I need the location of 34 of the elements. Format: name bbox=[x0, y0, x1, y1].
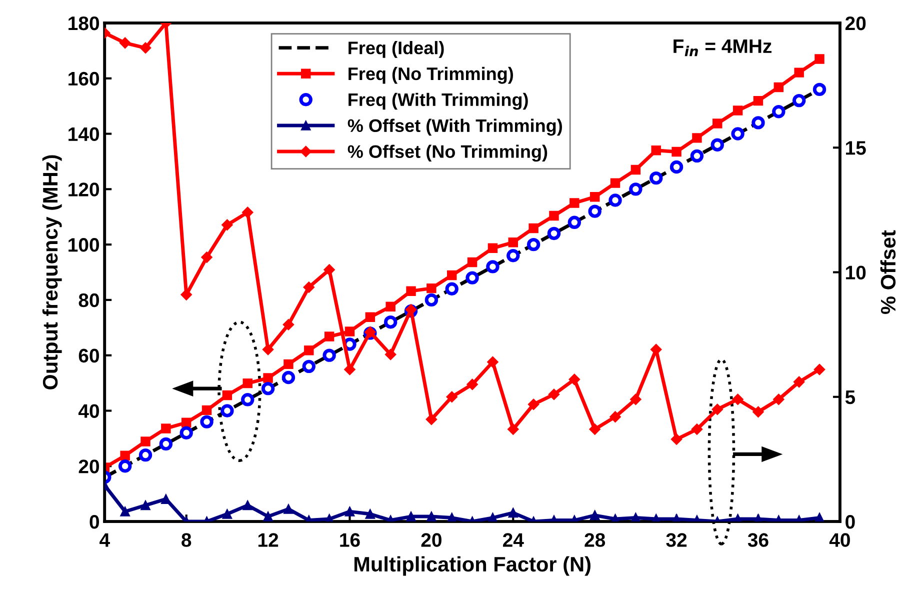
x-tick-label: 32 bbox=[666, 533, 687, 547]
y-tick-label: 20 bbox=[78, 460, 99, 474]
y-tick-label: 160 bbox=[68, 72, 99, 86]
x-tick-label: 40 bbox=[829, 533, 850, 547]
y-tick-label: 180 bbox=[68, 16, 99, 30]
y-tick-label: 100 bbox=[68, 238, 99, 252]
x-tick-label: 4 bbox=[100, 533, 110, 547]
y-axis-title: Output frequency (MHz) bbox=[42, 155, 62, 390]
legend-label: Freq (No Trimming) bbox=[348, 66, 513, 84]
legend-label: % Offset (No Trimming) bbox=[348, 144, 548, 162]
x-tick-label: 16 bbox=[340, 533, 360, 547]
y2-tick-label: 15 bbox=[846, 141, 866, 155]
y-tick-label: 40 bbox=[78, 404, 99, 418]
y2-tick-label: 5 bbox=[845, 390, 856, 404]
x-tick-label: 28 bbox=[584, 533, 606, 547]
x-tick-label: 36 bbox=[748, 533, 768, 547]
y-tick-label: 140 bbox=[68, 127, 99, 142]
legend-label: Freq (With Trimming) bbox=[348, 92, 528, 110]
y-tick-label: 120 bbox=[68, 182, 99, 196]
x-tick-label: 24 bbox=[503, 533, 524, 547]
y2-tick-label: 20 bbox=[845, 16, 866, 30]
y-tick-label: 80 bbox=[78, 293, 99, 308]
legend-label: Freq (Ideal) bbox=[348, 41, 444, 58]
y2-tick-label: 10 bbox=[846, 266, 866, 280]
y-tick-label: 0 bbox=[90, 514, 99, 529]
legend-label: % Offset (With Trimming) bbox=[348, 118, 562, 136]
x-axis-title: Multiplication Factor (N) bbox=[354, 556, 590, 576]
x-tick-label: 8 bbox=[182, 533, 192, 547]
y-tick-label: 60 bbox=[78, 348, 99, 363]
x-tick-label: 20 bbox=[421, 533, 442, 547]
annotation: F$_{in}$ = 4MHz bbox=[674, 40, 772, 56]
y2-axis-title: % Offset bbox=[880, 230, 896, 314]
x-tick-label: 12 bbox=[258, 533, 278, 547]
y2-tick-label: 0 bbox=[846, 514, 855, 529]
